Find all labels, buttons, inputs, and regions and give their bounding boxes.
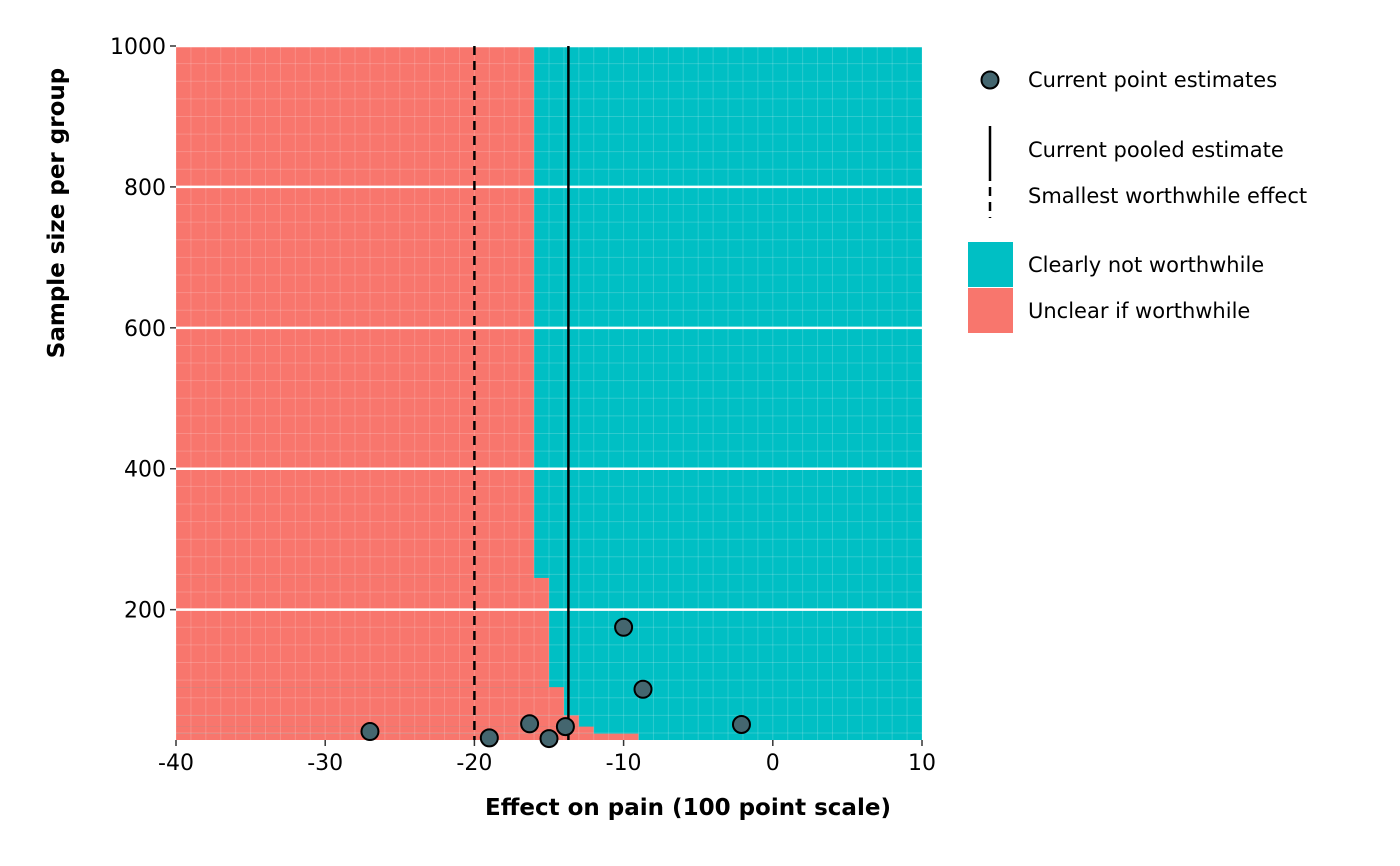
y-tick-label: 600 <box>124 317 166 342</box>
y-tick-label: 200 <box>124 599 166 624</box>
region-unclear-band <box>176 715 579 727</box>
y-axis: 200 400 600 800 1000 <box>110 35 176 624</box>
point-estimate <box>614 617 634 637</box>
legend-label-clearly-not: Clearly not worthwhile <box>1028 253 1264 277</box>
x-tick-label: -20 <box>456 751 492 776</box>
x-tick-label: -40 <box>158 751 194 776</box>
region-unclear-band <box>176 687 564 716</box>
x-tick-label: -10 <box>606 751 642 776</box>
legend-label-unclear: Unclear if worthwhile <box>1028 299 1250 323</box>
legend: Current point estimates Current pooled e… <box>968 68 1307 333</box>
x-axis-title: Effect on pain (100 point scale) <box>485 795 891 821</box>
region-unclear-band <box>176 726 594 734</box>
point-estimate <box>360 722 380 742</box>
point-estimate <box>479 728 499 748</box>
legend-unclear-key <box>968 288 1013 333</box>
legend-point-key <box>980 70 1000 90</box>
x-tick-label: 0 <box>766 751 780 776</box>
legend-label-pooled: Current pooled estimate <box>1028 138 1284 162</box>
legend-label-points: Current point estimates <box>1028 68 1277 92</box>
y-axis-title: Sample size per group <box>44 68 70 358</box>
point-estimate <box>539 729 559 749</box>
y-tick-label: 1000 <box>110 35 166 60</box>
point-estimate <box>555 717 575 737</box>
x-tick-label: 10 <box>908 751 936 776</box>
point-estimate <box>633 679 653 699</box>
point-estimates <box>360 617 751 749</box>
reference-lines <box>473 46 570 740</box>
point-estimate <box>520 714 540 734</box>
legend-label-swe: Smallest worthwhile effect <box>1028 184 1307 208</box>
major-gridlines <box>176 44 922 611</box>
region-unclear-band <box>176 577 549 688</box>
x-tick-label: -30 <box>307 751 343 776</box>
legend-clearly-not-key <box>968 242 1013 287</box>
point-estimate <box>731 714 751 734</box>
y-tick-label: 800 <box>124 176 166 201</box>
y-tick-label: 400 <box>124 458 166 483</box>
x-axis: -40 -30 -20 -10 0 10 <box>158 740 936 776</box>
region-unclear-band <box>176 733 639 740</box>
